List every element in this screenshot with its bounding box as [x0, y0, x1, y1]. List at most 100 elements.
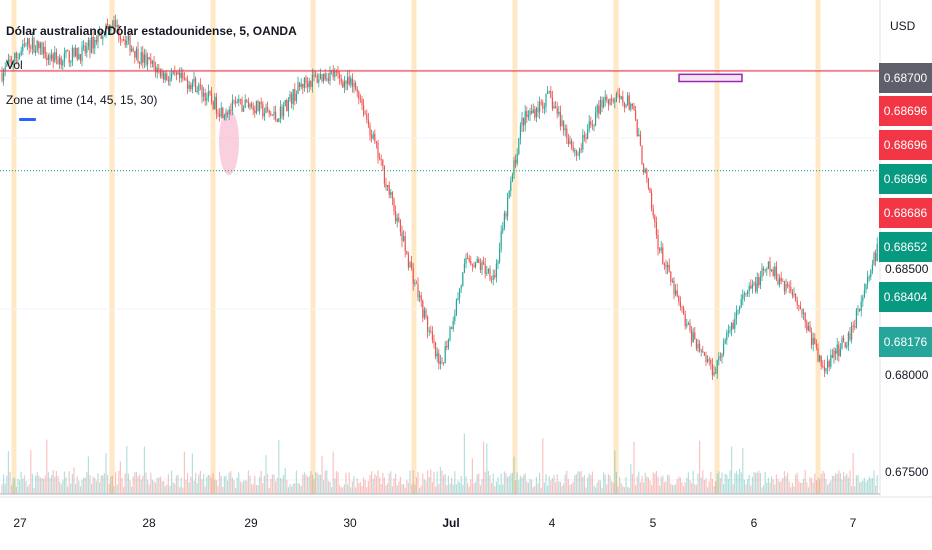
volume-bar: [393, 478, 395, 494]
volume-bar: [779, 481, 781, 494]
candle-body: [351, 78, 353, 87]
candle-body: [580, 148, 582, 150]
candle-body: [417, 283, 419, 298]
candle-body: [855, 309, 857, 328]
volume-bar: [870, 478, 872, 494]
volume-bar: [47, 472, 49, 494]
volume-bar: [841, 479, 843, 494]
currency-label[interactable]: USD: [890, 19, 916, 33]
candle-body: [183, 78, 185, 80]
volume-bar: [315, 472, 317, 494]
volume-bar: [540, 487, 542, 494]
volume-bar: [668, 475, 670, 494]
candle-body: [108, 24, 110, 31]
volume-bar: [431, 482, 433, 494]
volume-bar: [817, 477, 819, 494]
volume-bar: [86, 472, 88, 494]
candle-body: [668, 264, 670, 272]
volume-bar: [300, 485, 302, 494]
volume-bar: [524, 473, 526, 494]
candle-body: [204, 92, 206, 101]
candle-body: [547, 91, 549, 94]
candle-body: [39, 42, 41, 49]
volume-bar: [615, 471, 617, 494]
volume-bar: [769, 482, 771, 494]
candle-body: [727, 330, 729, 333]
volume-bar: [617, 486, 619, 494]
candle-body: [73, 47, 75, 57]
candle-body: [631, 104, 633, 106]
volume-bar: [631, 474, 633, 494]
candle-body: [54, 52, 56, 62]
candle-body: [62, 60, 64, 66]
candle-body: [654, 215, 656, 223]
candle-body: [868, 277, 870, 278]
volume-bar: [209, 475, 211, 494]
candle-body: [244, 99, 246, 108]
volume-bar: [590, 475, 592, 494]
volume-bar: [643, 482, 645, 494]
candle-body: [252, 106, 254, 111]
volume-legend[interactable]: Vol: [6, 58, 23, 72]
volume-bar: [331, 487, 333, 494]
candle-body: [220, 107, 222, 117]
volume-bar: [134, 472, 136, 494]
candle-body: [311, 74, 313, 87]
candle-body: [295, 93, 297, 101]
volume-bar: [807, 487, 809, 494]
volume-bar: [219, 471, 221, 494]
candle-body: [195, 78, 197, 93]
volume-bar: [713, 486, 715, 494]
volume-bar: [215, 480, 217, 494]
candle-body: [604, 96, 606, 101]
indicator-legend[interactable]: Zone at time (14, 45, 15, 30): [6, 93, 158, 107]
candle-body: [599, 99, 601, 114]
volume-bar: [678, 476, 680, 494]
volume-bar: [471, 458, 473, 494]
volume-bar: [214, 479, 216, 494]
volume-bar: [159, 476, 161, 494]
volume-bar: [532, 487, 534, 494]
candle-body: [367, 119, 369, 126]
volume-bar: [497, 477, 499, 494]
volume-bar: [743, 479, 745, 494]
candle-body: [452, 321, 454, 329]
candle-body: [100, 32, 102, 39]
zone-time-band: [109, 0, 115, 494]
volume-bar: [254, 475, 256, 494]
volume-bar: [569, 484, 571, 494]
candle-body: [350, 78, 352, 85]
volume-bar: [11, 485, 13, 494]
volume-bar: [119, 461, 121, 494]
volume-bar: [454, 471, 456, 494]
candle-body: [721, 354, 723, 358]
candle-body: [267, 107, 269, 110]
volume-bar: [801, 482, 803, 494]
candle-body: [571, 140, 573, 147]
volume-bar: [363, 477, 365, 494]
volume-bar: [115, 472, 117, 494]
volume-bar: [239, 481, 241, 494]
candle-body: [443, 362, 445, 364]
candle-body: [686, 324, 688, 327]
candle-body: [793, 294, 795, 296]
volume-bar: [97, 473, 99, 494]
candle-body: [783, 281, 785, 292]
candle-body: [601, 99, 603, 108]
volume-bar: [580, 471, 582, 494]
volume-bar: [270, 479, 272, 494]
candle-body: [387, 185, 389, 188]
zone-box[interactable]: [678, 73, 743, 83]
time-axis-label: 27: [13, 516, 27, 530]
volume-bar: [419, 487, 421, 494]
volume-bar: [655, 470, 657, 494]
volume-bar: [399, 476, 401, 494]
volume-bar: [294, 483, 296, 494]
candle-body: [35, 50, 37, 53]
volume-bar: [649, 480, 651, 494]
candle-body: [299, 82, 301, 88]
volume-bar: [359, 482, 361, 494]
chart-title: Dólar australiano/Dólar estadounidense, …: [6, 24, 297, 38]
candle-body: [302, 83, 304, 88]
